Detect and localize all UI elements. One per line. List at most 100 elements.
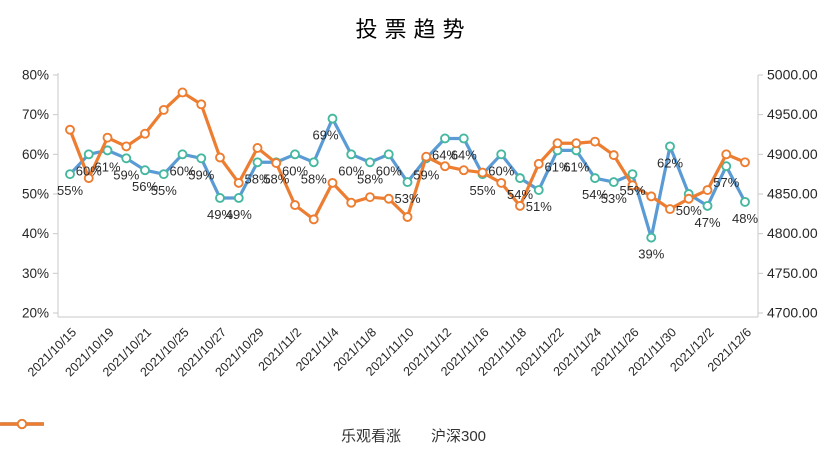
- series-marker-optimistic: [458, 133, 469, 144]
- series-marker-optimistic: [627, 169, 638, 180]
- series-marker-optimistic: [533, 185, 544, 195]
- series-marker-csi300: [83, 173, 94, 184]
- y-axis-left-tick-label: 50%: [22, 187, 49, 202]
- series-marker-csi300: [102, 132, 113, 143]
- y-axis-right-tick-label: 4700.00: [767, 305, 818, 321]
- series-marker-optimistic: [383, 149, 394, 160]
- data-label: 53%: [394, 191, 420, 206]
- data-label: 55%: [57, 183, 83, 198]
- data-label: 69%: [312, 128, 338, 143]
- series-marker-csi300: [702, 185, 713, 195]
- series-marker-csi300: [571, 138, 582, 149]
- data-label: 61%: [94, 159, 120, 174]
- series-marker-csi300: [590, 136, 600, 147]
- data-label: 60%: [169, 163, 195, 178]
- y-axis-right-tick-label: 4950.00: [767, 106, 818, 122]
- data-label: 61%: [563, 159, 589, 174]
- series-marker-csi300: [740, 157, 750, 168]
- chart-legend: 乐观看涨 沪深300: [0, 418, 827, 452]
- series-marker-csi300: [158, 104, 169, 115]
- series-marker-optimistic: [290, 149, 300, 160]
- series-marker-csi300: [252, 143, 263, 153]
- data-label: 54%: [507, 187, 533, 202]
- series-marker-optimistic: [740, 196, 750, 207]
- series-marker-csi300: [721, 149, 732, 160]
- series-marker-optimistic: [252, 157, 263, 168]
- y-axis-right-tick-label: 5000.00: [767, 67, 818, 83]
- series-marker-csi300: [308, 214, 319, 225]
- data-label: 64%: [432, 147, 458, 162]
- data-label: 56%: [132, 179, 158, 194]
- series-marker-csi300: [608, 150, 619, 161]
- data-label: 51%: [526, 199, 552, 214]
- data-label: 55%: [619, 183, 645, 198]
- series-marker-csi300: [440, 161, 450, 172]
- legend-label: 沪深300: [430, 427, 487, 445]
- data-label: 39%: [638, 247, 664, 262]
- series-marker-optimistic: [327, 113, 338, 124]
- series-marker-optimistic: [158, 169, 169, 180]
- y-axis-right-tick-label: 4750.00: [767, 265, 818, 281]
- data-label: 50%: [676, 203, 702, 218]
- series-marker-csi300: [683, 193, 694, 204]
- y-axis-right-tick-label: 4800.00: [767, 225, 818, 241]
- series-marker-csi300: [327, 177, 338, 188]
- data-label: 64%: [451, 147, 477, 162]
- series-marker-csi300: [402, 212, 413, 222]
- series-marker-csi300: [365, 192, 375, 203]
- legend-item-csi300[interactable]: 沪深300: [0, 418, 487, 446]
- data-label: 59%: [113, 167, 139, 182]
- series-marker-optimistic: [196, 153, 207, 164]
- series-marker-optimistic: [83, 149, 94, 160]
- data-label: 61%: [544, 159, 570, 174]
- series-marker-csi300: [496, 177, 507, 188]
- series-marker-optimistic: [721, 161, 732, 172]
- series-marker-optimistic: [102, 145, 113, 156]
- data-label: 54%: [582, 187, 608, 202]
- series-marker-optimistic: [702, 200, 713, 211]
- legend-item-optimistic[interactable]: 乐观看涨: [0, 418, 401, 446]
- series-marker-csi300: [646, 191, 657, 202]
- series-marker-csi300: [477, 167, 488, 178]
- data-label: 58%: [263, 171, 289, 186]
- y-axis-left-tick-label: 30%: [22, 266, 49, 281]
- series-marker-csi300: [458, 165, 469, 176]
- series-marker-optimistic: [65, 169, 75, 180]
- data-label: 58%: [357, 171, 383, 186]
- series-marker-optimistic: [496, 149, 507, 160]
- series-marker-csi300: [121, 141, 132, 152]
- series-marker-optimistic: [646, 232, 657, 243]
- y-axis-left-tick-label: 70%: [22, 107, 49, 122]
- data-label: 48%: [732, 211, 758, 226]
- series-marker-csi300: [533, 158, 544, 169]
- data-label: 62%: [657, 155, 683, 170]
- data-label: 60%: [338, 163, 364, 178]
- legend-label: 乐观看涨: [340, 427, 401, 445]
- data-label: 57%: [713, 175, 739, 190]
- series-marker-optimistic: [365, 157, 375, 168]
- series-marker-optimistic: [140, 165, 150, 176]
- series-marker-csi300: [196, 99, 207, 110]
- series-marker-optimistic: [608, 177, 619, 188]
- data-label: 53%: [601, 191, 627, 206]
- series-marker-optimistic: [515, 173, 525, 184]
- y-axis-left-tick-label: 60%: [22, 147, 49, 162]
- series-marker-csi300: [233, 177, 244, 188]
- series-marker-csi300: [515, 200, 525, 211]
- series-marker-optimistic: [233, 193, 244, 203]
- series-marker-csi300: [65, 124, 75, 135]
- data-label: 58%: [301, 171, 327, 186]
- series-marker-optimistic: [440, 133, 450, 144]
- y-axis-left-tick-label: 80%: [22, 68, 49, 83]
- data-label: 59%: [413, 167, 439, 182]
- data-label: 49%: [207, 207, 233, 222]
- series-marker-optimistic: [177, 149, 188, 160]
- series-marker-csi300: [140, 128, 150, 139]
- series-marker-csi300: [383, 193, 394, 204]
- y-axis-left-tick-label: 20%: [22, 306, 49, 321]
- data-label: 60%: [282, 163, 308, 178]
- data-label: 55%: [469, 183, 495, 198]
- data-label: 60%: [76, 163, 102, 178]
